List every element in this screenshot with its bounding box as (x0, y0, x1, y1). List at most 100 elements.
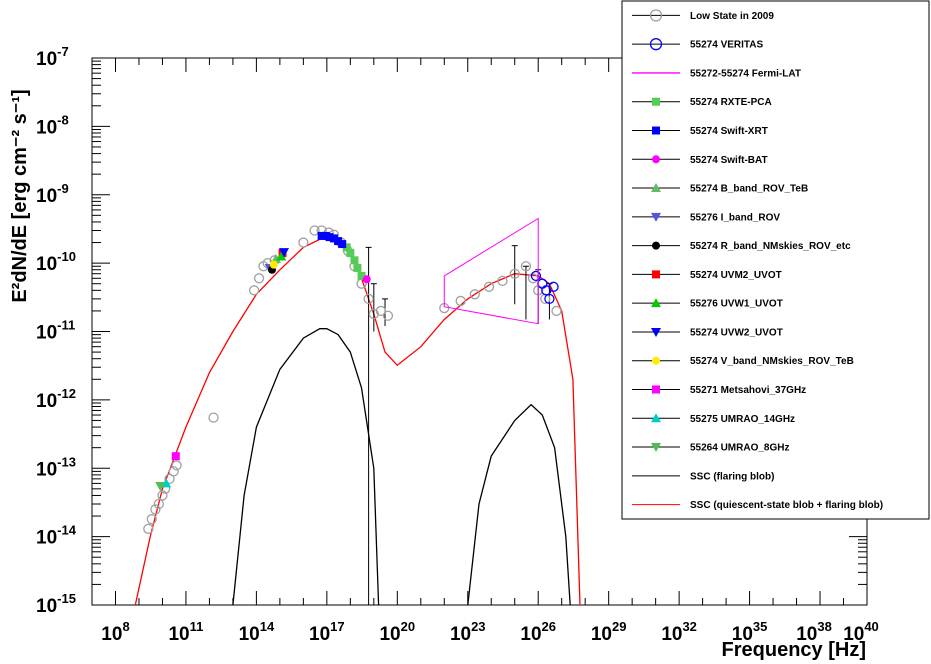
data-point (382, 310, 394, 321)
y-tick-label: 10-12 (36, 386, 76, 412)
x-tick-label: 1011 (168, 619, 203, 645)
data-point (276, 251, 287, 261)
data-point (520, 261, 532, 272)
data-point (652, 241, 660, 250)
series (161, 478, 172, 488)
data-point (651, 443, 661, 453)
legend-item: 55274 UVW2_UVOT (632, 327, 783, 338)
data-point (455, 295, 466, 307)
y-tick-label: 10-14 (36, 523, 77, 549)
legend-item: 55274 R_band_NMskies_ROV_etc (632, 241, 851, 252)
model-curve (467, 403, 571, 605)
data-point (342, 243, 351, 252)
data-point (146, 514, 157, 525)
legend-item: 55274 UVM2_UVOT (632, 270, 782, 281)
legend-item: 55274 VERITAS (632, 38, 764, 51)
data-point (208, 412, 219, 423)
y-axis-title: E²dN/dE [erg cm⁻² s⁻¹] (9, 89, 31, 302)
data-point (362, 275, 371, 284)
legend-item: 55272-55274 Fermi-LAT (632, 68, 801, 79)
data-point (652, 270, 660, 279)
legend-label: 55274 Swift-XRT (690, 126, 768, 137)
legend-item: 55276 UVW1_UVOT (632, 298, 783, 310)
data-point (329, 234, 338, 243)
data-point (338, 240, 347, 249)
legend-label: Low State in 2009 (690, 11, 774, 22)
data-point (325, 233, 334, 242)
data-point (651, 413, 661, 423)
data-point (652, 97, 660, 106)
legend-item: 55274 Swift-XRT (632, 126, 768, 137)
data-point (651, 212, 661, 222)
data-point (157, 490, 168, 501)
data-point (357, 271, 366, 280)
y-tick-label: 10-8 (36, 112, 69, 138)
series (155, 482, 166, 492)
y-tick-label: 10-11 (36, 318, 75, 344)
legend-item: 55274 V_band_NMskies_ROV_TeB (632, 356, 854, 367)
legend: Low State in 2009 55274 VERITAS 55272-5527… (621, 0, 930, 520)
data-point (153, 498, 164, 510)
model-curve (134, 235, 581, 605)
data-point (269, 260, 278, 269)
legend-item: SSC (flaring blob) (632, 471, 774, 482)
data-point (652, 126, 660, 135)
y-tick-label: 10-7 (36, 44, 69, 70)
data-point (375, 305, 387, 317)
data-point (368, 308, 379, 320)
data-point (651, 327, 661, 337)
data-point (537, 278, 548, 289)
data-point (298, 237, 309, 248)
data-point (551, 305, 562, 317)
series (276, 251, 287, 261)
data-point (652, 155, 660, 164)
x-tick-label: 1026 (520, 619, 556, 645)
data-point (253, 273, 265, 284)
x-tick-label: 108 (101, 619, 129, 645)
legend-label: 55275 UMRAO_14GHz (690, 414, 795, 425)
data-point (334, 237, 343, 246)
y-tick-labels: 10-15 10-14 10-13 10-12 10-11 10-10 10-9 10-8 10… (36, 44, 77, 617)
series (269, 260, 278, 269)
x-tick-label: 1017 (309, 619, 345, 645)
legend-label: 55274 UVM2_UVOT (690, 270, 782, 281)
data-point (651, 183, 661, 193)
legend-item: 55276 I_band_ROV (632, 212, 780, 223)
legend-label: 55274 Swift-BAT (690, 155, 768, 166)
data-point (651, 298, 661, 308)
data-point (527, 273, 539, 284)
y-tick-label: 10-13 (36, 454, 76, 480)
legend-item: 55274 B_band_ROV_TeB (632, 183, 808, 195)
data-point (346, 249, 355, 258)
data-point (161, 478, 172, 488)
data-point (363, 293, 374, 305)
legend-label: 55274 R_band_NMskies_ROV_etc (690, 241, 851, 252)
legend-label: 55271 Metsahovi_37GHz (690, 385, 806, 396)
legend-box (621, 0, 930, 520)
legend-label: SSC (quiescent-state blob + flaring blob… (690, 500, 883, 511)
legend-label: 55264 UMRAO_8GHz (690, 443, 789, 454)
legend-item: 55264 UMRAO_8GHz (632, 443, 789, 454)
x-tick-label: 1014 (239, 619, 275, 645)
legend-label: 55274 RXTE-PCA (690, 97, 772, 108)
data-point (150, 504, 161, 515)
data-point (155, 482, 166, 492)
data-point (171, 452, 180, 461)
y-tick-label: 10-10 (36, 249, 76, 275)
fermi-butterfly (443, 217, 539, 325)
legend-item: Low State in 2009 (632, 9, 774, 22)
legend-item: 55271 Metsahovi_37GHz (632, 385, 806, 396)
data-point (652, 385, 660, 394)
legend-label: 55274 VERITAS (690, 40, 764, 51)
legend-label: 55276 UVW1_UVOT (690, 299, 783, 310)
data-point (509, 268, 520, 279)
series (171, 452, 180, 461)
data-point (548, 281, 559, 292)
data-point (544, 293, 555, 305)
data-point (353, 263, 362, 272)
series (279, 248, 290, 258)
legend-item: 55274 RXTE-PCA (632, 97, 772, 108)
legend-label: 55274 UVW2_UVOT (690, 327, 783, 338)
data-point (649, 9, 663, 22)
legend-label: SSC (flaring blob) (690, 471, 774, 482)
